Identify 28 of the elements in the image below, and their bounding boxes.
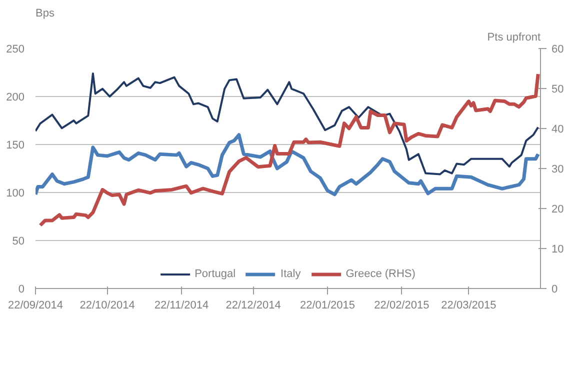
x-tick-label: 22/12/2014 [226, 300, 281, 312]
line-series [38, 72, 540, 228]
y2-tick-label: 20 [552, 204, 564, 216]
x-tick-label: 22/03/2015 [441, 300, 496, 312]
y2-axis-title: Pts upfront [487, 32, 541, 44]
y2-tick-label: 40 [552, 124, 564, 136]
y-tick-label: 250 [6, 44, 25, 56]
line-series [36, 72, 540, 176]
y2-tick-label: 30 [552, 164, 564, 176]
y-axis-title: Bps [36, 8, 55, 20]
x-tick-label: 22/01/2015 [300, 300, 356, 312]
y-tick-label: 0 [18, 284, 25, 296]
x-tick-label: 22/02/2015 [374, 300, 430, 312]
line-series [36, 133, 540, 196]
legend-label: Italy [280, 268, 301, 280]
x-tick-label: 22/09/2014 [8, 300, 64, 312]
y-tick-label: 100 [6, 188, 25, 200]
x-tick-label: 22/11/2014 [154, 300, 209, 312]
legend-label: Portugal [194, 268, 236, 280]
legend-label: Greece (RHS) [346, 268, 416, 280]
y2-tick-label: 10 [552, 244, 564, 256]
x-tick-label: 22/10/2014 [80, 300, 135, 312]
y-tick-label: 200 [6, 92, 25, 104]
y-tick-label: 50 [12, 236, 25, 248]
y2-tick-label: 0 [552, 284, 558, 296]
y2-tick-label: 50 [552, 84, 564, 96]
y-tick-label: 150 [6, 140, 25, 152]
y2-tick-label: 60 [552, 44, 564, 56]
